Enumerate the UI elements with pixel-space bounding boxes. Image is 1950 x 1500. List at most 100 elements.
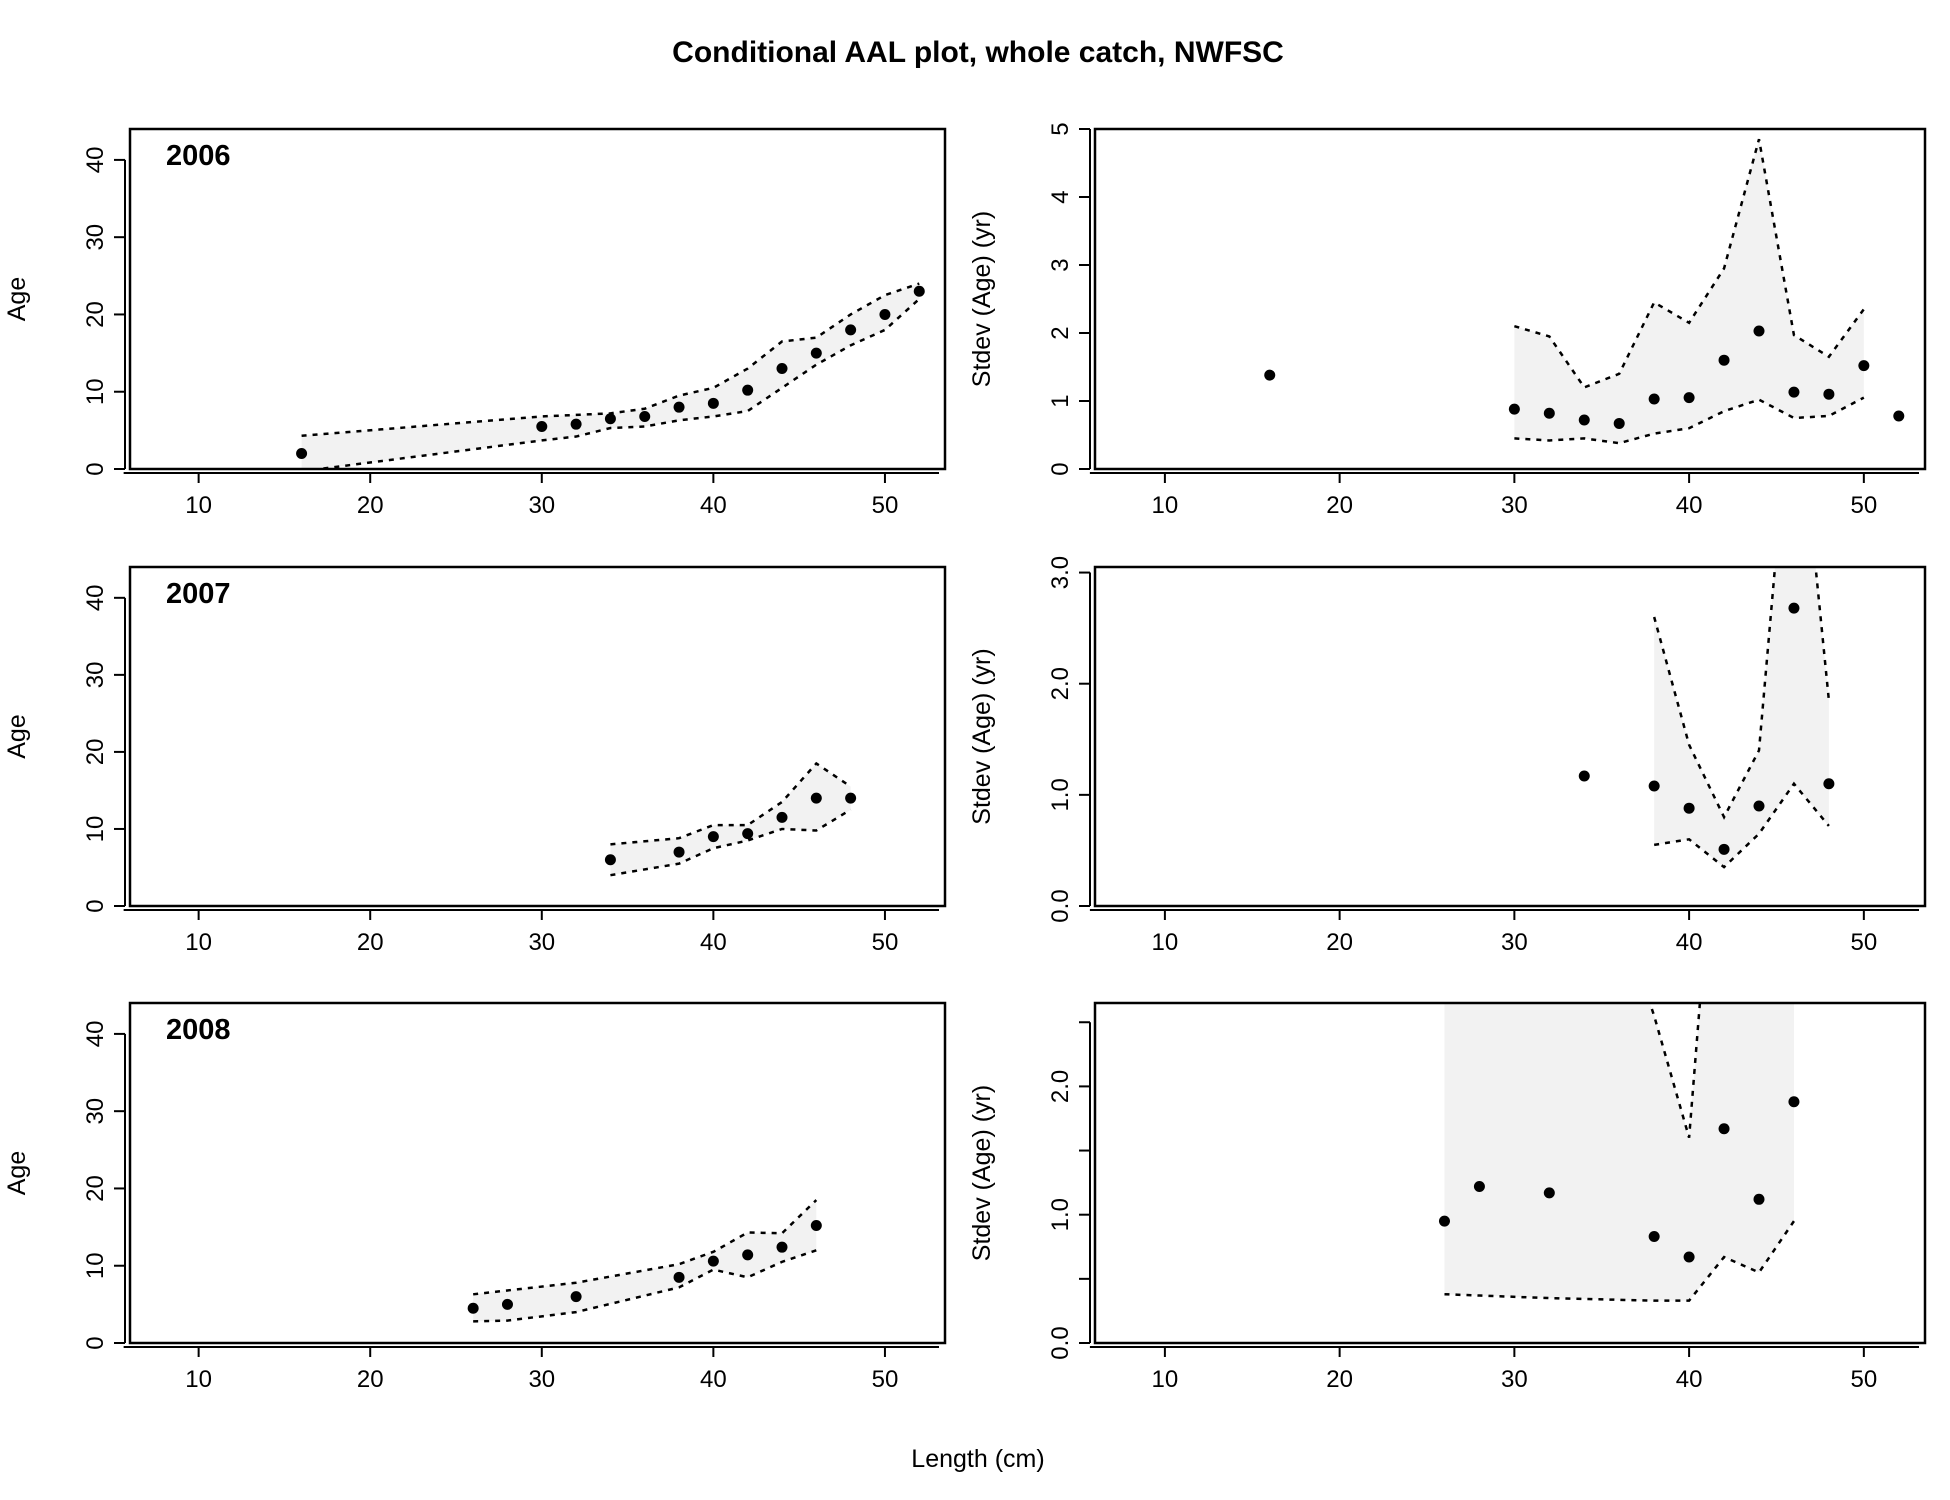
data-point [776,363,788,375]
data-point [776,1241,788,1253]
band-group [1444,1003,1795,1302]
y-tick-label: 40 [82,584,109,611]
data-point [1753,800,1765,812]
data-point [1438,1215,1450,1227]
data-point [742,828,754,840]
data-point [501,1298,513,1310]
band-group [1514,138,1865,445]
plot-frame [1093,127,1927,471]
data-point [1753,325,1765,337]
y-tick-label: 0 [82,462,109,475]
y-tick-label: 20 [82,1175,109,1202]
data-point [604,413,616,425]
data-point [1683,392,1695,404]
x-tick-label: 20 [1326,1366,1353,1393]
panel-3: 10 20 30 40 50 0.0 1.0 2.0 3.0 Stdev (Age) (yr) [968,556,1927,956]
lower-bound-line [1653,781,1830,869]
data-point [639,410,651,422]
y-tick-label: 0 [82,1336,109,1349]
lower-bound-line [1444,1220,1795,1302]
data-point [707,1255,719,1267]
data-point [1473,1180,1485,1192]
data-point [536,421,548,432]
band-group [610,761,852,877]
data-point [1893,410,1905,422]
data-point [1508,403,1520,415]
lower-bound-line [610,808,852,877]
data-point [845,324,857,336]
data-point [570,418,582,430]
data-point [1858,360,1870,372]
data-point [1543,1187,1555,1199]
data-point [742,1249,754,1261]
y-axis-label: Age [3,1151,31,1195]
data-point [1823,778,1835,790]
data-point [1718,843,1730,855]
y-tick-label: 30 [82,1098,109,1125]
data-point [1788,602,1800,614]
y-tick-label: 2 [1047,326,1074,339]
band-group [1652,567,1831,869]
data-point [1683,802,1695,814]
x-tick-label: 30 [528,492,555,519]
data-point [1578,414,1590,426]
y-tick-label: 3 [1047,258,1074,271]
y-tick-label: 1 [1047,394,1074,407]
x-tick-label: 10 [1152,929,1179,956]
x-tick-label: 30 [528,929,555,956]
y-tick-label: 0 [82,899,109,912]
upper-bound-line [1514,138,1865,389]
band-group [473,1199,818,1323]
data-point [1718,1123,1730,1135]
x-tick-label: 40 [700,492,727,519]
data-point [570,1291,582,1303]
data-point [1718,354,1730,366]
y-tick-label: 4 [1047,190,1074,203]
x-tick-label: 40 [700,1366,727,1393]
y-tick-label: 0.0 [1047,889,1074,922]
confidence-band [610,763,851,876]
data-point [1648,393,1660,405]
y-axis-label: Age [3,277,31,321]
x-tick-label: 50 [1850,492,1877,519]
year-label: 2007 [166,578,231,610]
y-tick-label: 0 [1047,462,1074,475]
confidence-band [1444,1003,1794,1301]
data-point [810,792,822,804]
y-axis-label: Stdev (Age) (yr) [968,648,996,824]
y-tick-label: 40 [82,1021,109,1048]
data-point [742,384,754,396]
y-tick-label: 2.0 [1047,667,1074,700]
lower-bound-line [309,298,921,469]
data-point [1788,386,1800,398]
data-point [913,285,925,297]
x-tick-label: 30 [528,1366,555,1393]
y-tick-label: 2.0 [1047,1070,1074,1103]
data-point [604,854,616,866]
x-tick-label: 10 [185,1366,212,1393]
upper-bound-line [1648,1003,1702,1139]
x-tick-label: 40 [1676,1366,1703,1393]
x-tick-label: 50 [872,492,899,519]
y-tick-label: 30 [82,662,109,689]
lower-bound-line [473,1249,817,1323]
data-point [1823,388,1835,400]
x-tick-label: 20 [357,1366,384,1393]
data-point [879,308,891,320]
x-tick-label: 40 [1676,929,1703,956]
panel-2: 10 20 30 40 50 0 10 20 30 40 Age 2007 [3,565,947,956]
y-tick-label: 0.0 [1047,1326,1074,1359]
confidence-band [1654,567,1829,868]
x-tick-label: 10 [1152,1366,1179,1393]
lower-bound-line [1514,396,1865,445]
data-point [673,401,685,413]
data-point [296,448,308,460]
y-tick-label: 5 [1047,122,1074,135]
plot-frame [1093,565,1927,908]
x-tick-label: 50 [872,929,899,956]
y-tick-label: 10 [82,816,109,843]
plot-frame [128,1001,947,1345]
data-point [1578,770,1590,782]
data-point [1613,417,1625,429]
x-tick-label: 40 [700,929,727,956]
